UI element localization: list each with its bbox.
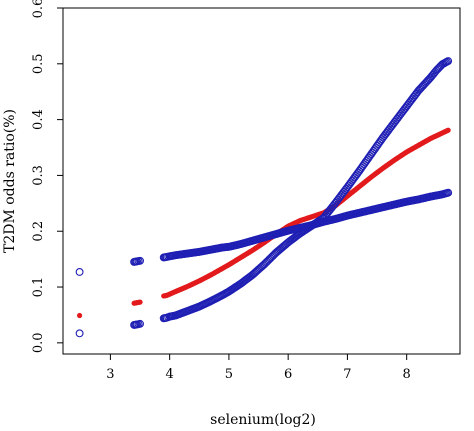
y-tick-label: 0.3 bbox=[31, 165, 46, 186]
y-tick-label: 0.5 bbox=[31, 53, 46, 74]
x-axis: 3 4 5 6 7 8 bbox=[106, 354, 411, 382]
series-layer bbox=[75, 57, 453, 338]
y-tick-label: 0.6 bbox=[31, 0, 46, 18]
x-tick-label: 6 bbox=[284, 367, 292, 382]
data-point bbox=[75, 268, 84, 276]
data-point bbox=[444, 188, 453, 197]
data-point bbox=[445, 127, 451, 133]
x-tick-label: 4 bbox=[166, 367, 174, 382]
series-2 bbox=[75, 188, 453, 276]
data-point bbox=[136, 256, 144, 265]
data-point bbox=[444, 57, 453, 65]
data-point bbox=[136, 319, 144, 328]
plot-frame bbox=[62, 7, 461, 355]
data-point bbox=[137, 299, 143, 305]
y-tick-label: 0.1 bbox=[31, 277, 46, 298]
series-0 bbox=[76, 127, 451, 319]
y-tick-label: 0.0 bbox=[31, 332, 46, 353]
data-point bbox=[75, 329, 84, 338]
y-axis: 0.0 0.1 0.2 0.3 0.4 0.5 0.6 bbox=[31, 0, 63, 353]
y-axis-label: T2DM odds ratio(%) bbox=[2, 109, 18, 253]
x-tick-label: 7 bbox=[343, 367, 351, 382]
y-tick-label: 0.4 bbox=[31, 109, 46, 130]
x-tick-label: 5 bbox=[225, 367, 233, 382]
x-tick-label: 3 bbox=[106, 367, 114, 382]
x-axis-label: selenium(log2) bbox=[210, 412, 316, 428]
series-1 bbox=[75, 57, 453, 338]
x-tick-label: 8 bbox=[403, 367, 411, 382]
y-tick-label: 0.2 bbox=[31, 221, 46, 242]
data-point bbox=[76, 312, 83, 319]
